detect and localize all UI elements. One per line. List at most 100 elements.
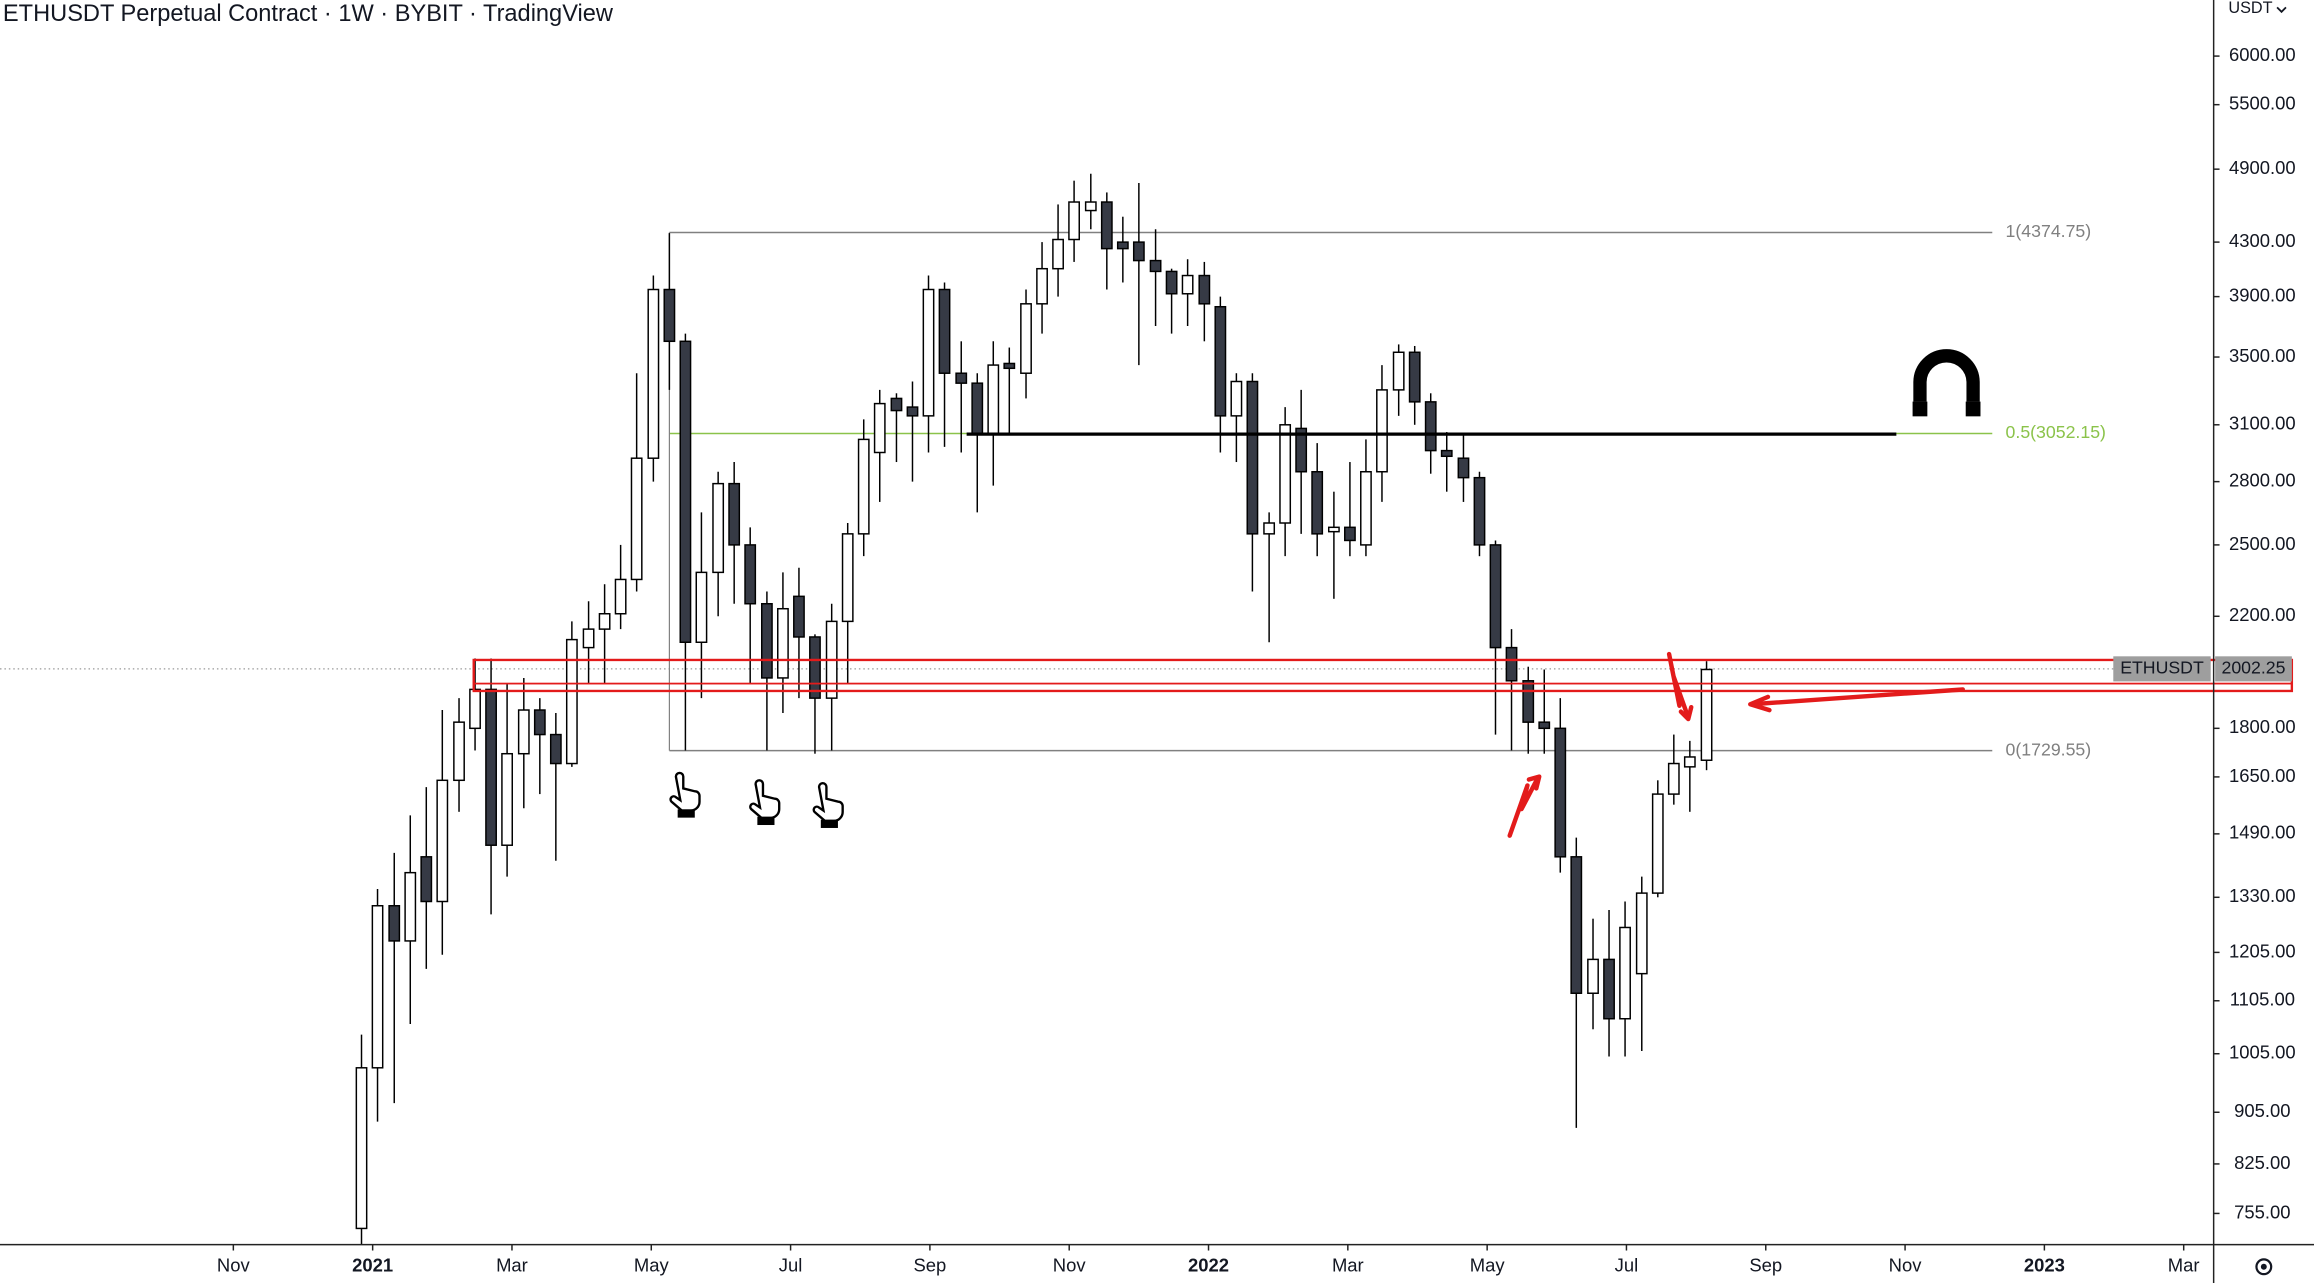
candle-body xyxy=(533,709,546,736)
y-tick-label: 1330.00 xyxy=(2229,885,2296,906)
candle-body xyxy=(728,482,741,546)
hand-shape xyxy=(812,782,844,823)
chart-title: ETHUSDT Perpetual Contract · 1W · BYBIT … xyxy=(3,1,614,27)
y-tick-label: 1205.00 xyxy=(2229,940,2296,961)
candle-body xyxy=(1424,401,1437,452)
candle-body xyxy=(841,533,854,623)
symbol-label: ETHUSDT xyxy=(2120,658,2204,678)
x-tick-label: Sep xyxy=(913,1255,946,1276)
candle-body xyxy=(647,288,660,459)
candle-body xyxy=(1505,646,1518,682)
candle-body xyxy=(485,688,497,846)
candle-body xyxy=(1570,856,1583,994)
y-tick-label: 2200.00 xyxy=(2229,604,2296,625)
y-tick-label: 755.00 xyxy=(2234,1201,2290,1222)
x-tick-label: Jul xyxy=(779,1255,803,1276)
candle-body xyxy=(1635,892,1648,975)
arrow-left xyxy=(1749,687,1965,707)
candle-body xyxy=(1100,201,1113,250)
candle-body xyxy=(873,402,886,454)
x-tick-label: Nov xyxy=(217,1255,251,1276)
hand-cuff xyxy=(677,809,695,818)
candle-body xyxy=(1020,303,1032,374)
candle-body xyxy=(1651,793,1664,894)
candle-body xyxy=(1295,427,1308,473)
magnet-body xyxy=(1913,349,1980,402)
x-tick-label: Nov xyxy=(1889,1255,1923,1276)
candle-body xyxy=(1084,201,1097,212)
arrows xyxy=(1507,651,1965,838)
magnet-pole xyxy=(1965,401,1981,417)
x-tick-label: 2022 xyxy=(1188,1255,1229,1276)
arrow-up xyxy=(1507,775,1540,838)
candle-body xyxy=(1132,241,1145,262)
candle-body xyxy=(679,340,692,643)
candle-body xyxy=(1068,201,1080,241)
y-tick-label: 3500.00 xyxy=(2229,345,2296,366)
arrow-down xyxy=(1666,651,1691,720)
hand-shape xyxy=(669,771,701,812)
candle-body xyxy=(1165,270,1178,295)
candle-body xyxy=(1473,476,1486,546)
fib-level-label: 0(1729.55) xyxy=(2006,739,2092,759)
hand-icon xyxy=(749,779,781,826)
candle-body xyxy=(1003,362,1016,370)
currency-caret[interactable] xyxy=(2276,6,2287,14)
x-tick-label: Mar xyxy=(2168,1255,2200,1276)
candle-body xyxy=(744,544,757,605)
candle-body xyxy=(695,571,708,643)
hand-icons xyxy=(669,771,844,828)
fib-level-label: 1(4374.75) xyxy=(2006,221,2092,241)
symbol-label-bg xyxy=(2113,656,2211,682)
candle-body xyxy=(890,397,903,412)
candle-body xyxy=(1440,449,1453,458)
candle-body xyxy=(565,638,578,765)
candle-body xyxy=(1489,544,1502,649)
y-tick-label: 6000.00 xyxy=(2229,44,2296,65)
candle-body xyxy=(1327,526,1340,533)
candle-body xyxy=(761,602,773,679)
gear[interactable] xyxy=(2255,1258,2273,1276)
candle-body xyxy=(1116,241,1129,250)
candle-body xyxy=(1522,680,1535,723)
x-tick-label: 2021 xyxy=(352,1255,393,1276)
candle-body xyxy=(1619,926,1631,1020)
x-tick-label: May xyxy=(1470,1255,1506,1276)
candle-body xyxy=(906,406,919,417)
candle-body xyxy=(1554,727,1567,858)
candle-body xyxy=(501,752,513,846)
hand-cuff xyxy=(820,819,838,828)
gear-center[interactable] xyxy=(2260,1263,2267,1270)
settings-icon[interactable] xyxy=(2255,1258,2273,1276)
candle-body xyxy=(1149,259,1162,273)
candle-body xyxy=(1279,424,1292,524)
candle-body xyxy=(1230,380,1243,417)
arrow-head xyxy=(1748,694,1772,713)
y-tick-label: 1005.00 xyxy=(2229,1042,2296,1063)
x-tick-label: Nov xyxy=(1053,1255,1087,1276)
x-tick-label: 2023 xyxy=(2024,1255,2065,1276)
currency-label[interactable]: USDT xyxy=(2228,0,2272,17)
price-label: 2002.25 xyxy=(2222,658,2286,678)
candle-body xyxy=(663,288,676,343)
candle-body xyxy=(355,1067,368,1230)
candle-body xyxy=(1246,380,1259,535)
x-tick-label: Mar xyxy=(496,1255,528,1276)
candle-body xyxy=(404,871,417,942)
y-tick-label: 1650.00 xyxy=(2229,765,2296,786)
candle-body xyxy=(630,457,643,581)
candle-body xyxy=(793,595,805,638)
candle-body xyxy=(1344,526,1356,542)
candle-body xyxy=(469,688,481,730)
y-tick-label: 4300.00 xyxy=(2229,230,2296,251)
magnet-icon xyxy=(1912,349,1981,417)
candle-body xyxy=(1360,471,1372,546)
y-tick-label: 4900.00 xyxy=(2229,157,2296,178)
hand-icon xyxy=(669,771,701,818)
candle-body xyxy=(388,905,401,942)
y-tick-label: 3900.00 xyxy=(2229,284,2296,305)
candle-body xyxy=(1667,762,1680,795)
